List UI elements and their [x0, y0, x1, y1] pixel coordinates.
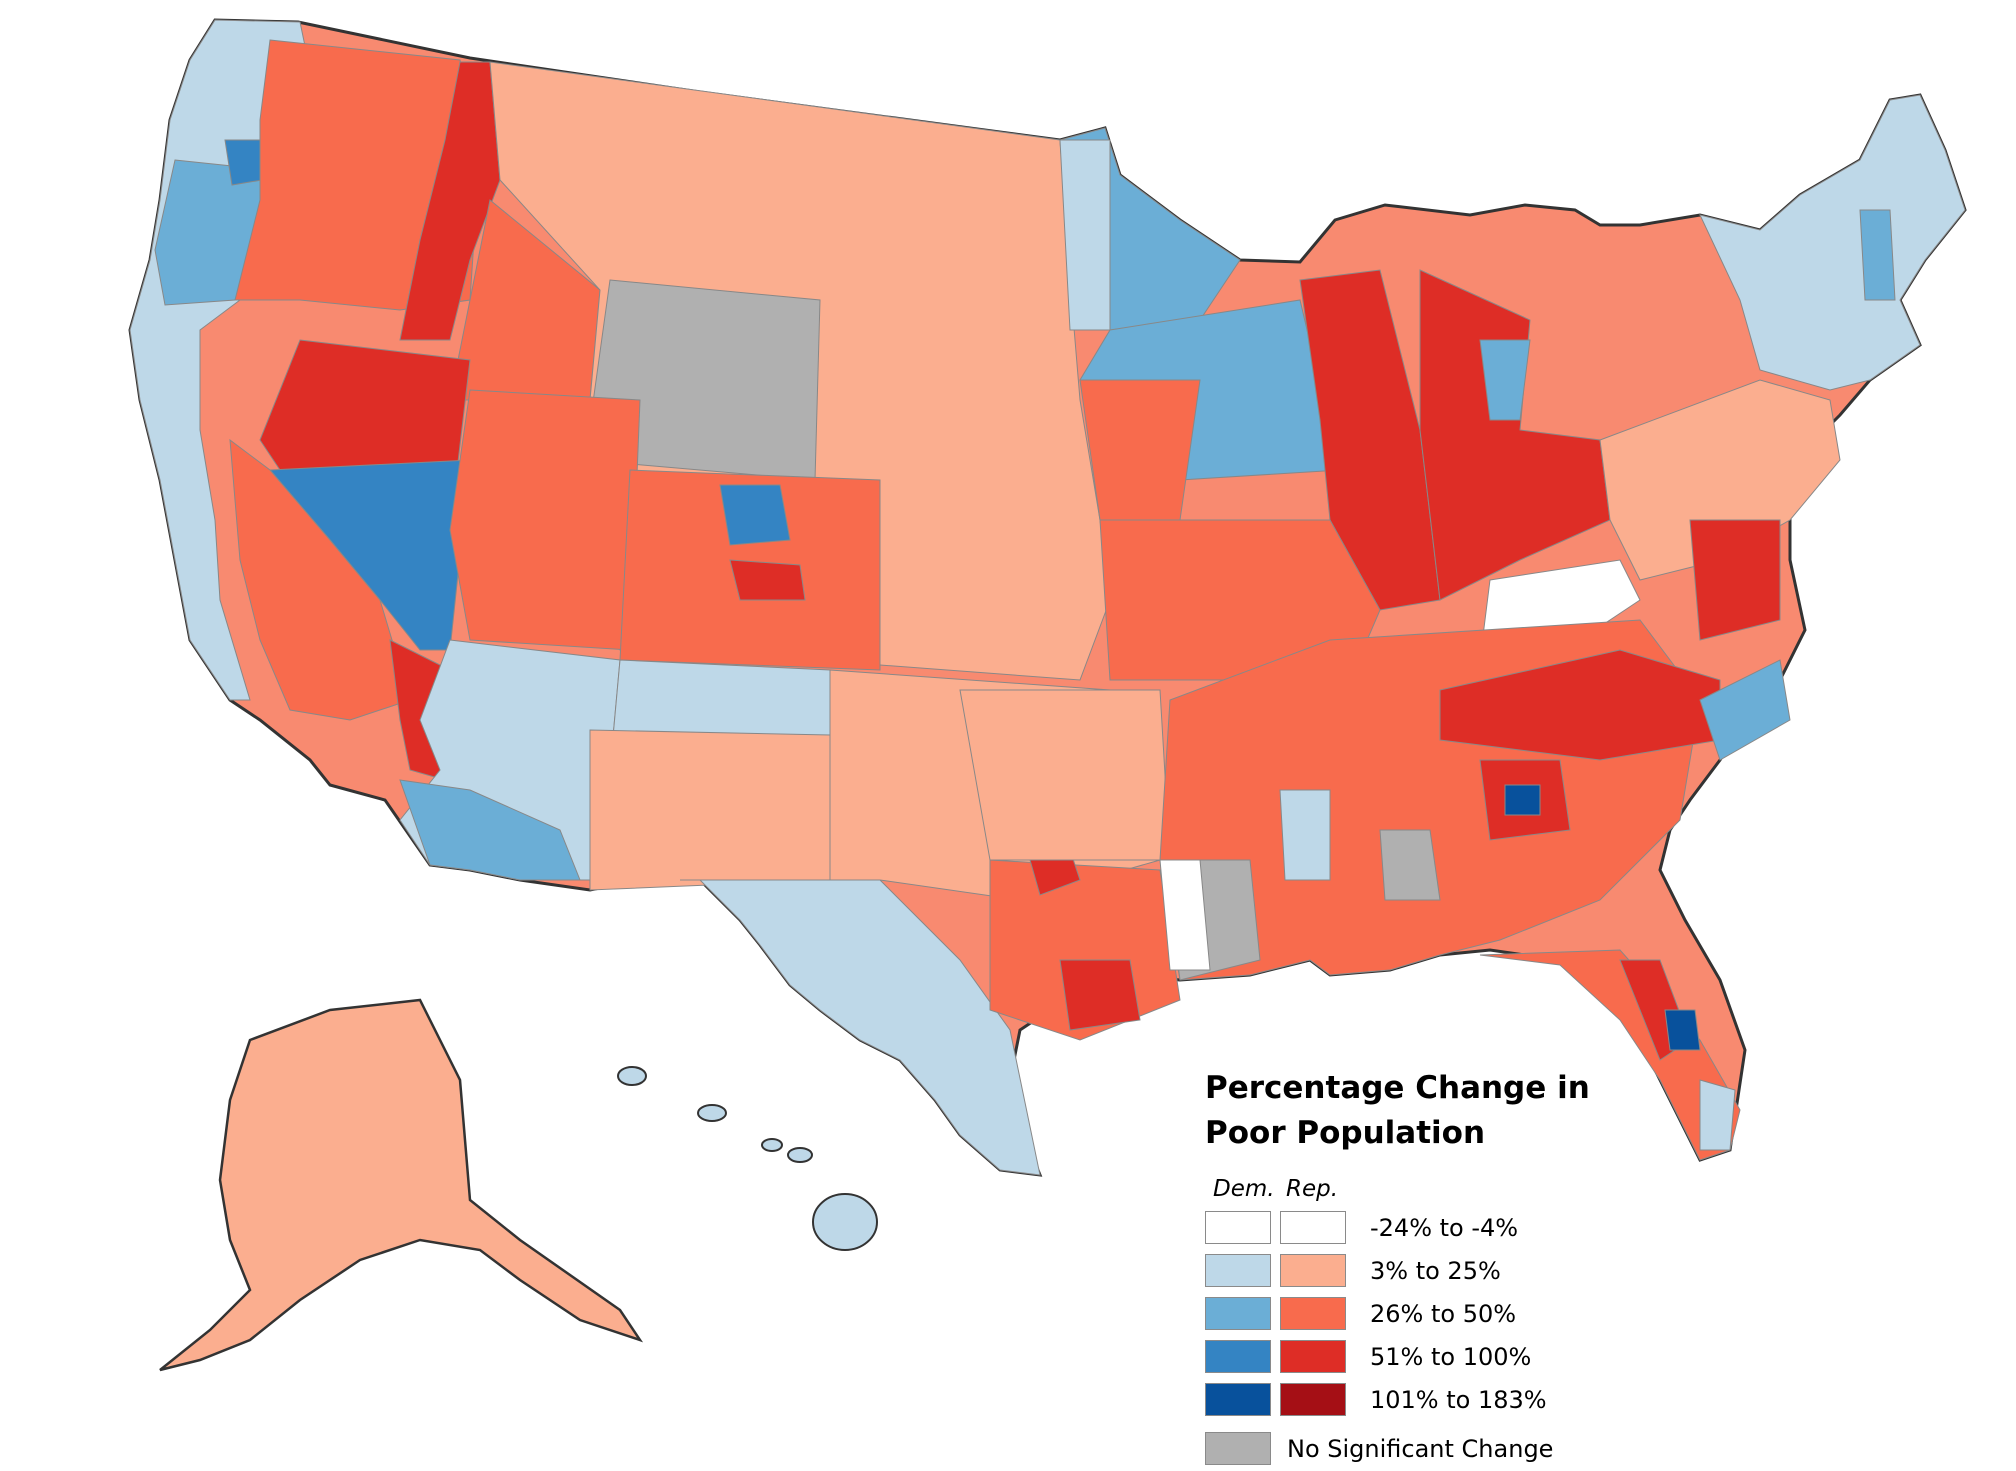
region-california-central [229, 438, 411, 721]
region-northeast [1699, 94, 1966, 391]
region-colorado-red [729, 559, 806, 601]
legend-range-label: 51% to 100% [1370, 1343, 1532, 1371]
region-houston [1059, 959, 1141, 1031]
legend-swatch-rep [1280, 1340, 1346, 1373]
region-hawaii [617, 1066, 878, 1251]
region-iowa [1079, 379, 1201, 521]
legend-row: 101% to 183% [1205, 1383, 1605, 1416]
region-oklahoma [959, 689, 1171, 861]
region-utah [449, 389, 641, 651]
legend-swatch-no-change [1205, 1432, 1271, 1465]
region-mississippi-white [1159, 859, 1211, 971]
legend-rep-header: Rep. [1286, 1176, 1339, 1202]
legend-swatch-dem [1205, 1254, 1271, 1287]
legend-swatch-dem [1205, 1383, 1271, 1416]
region-midwest-red [1299, 269, 1441, 611]
legend-swatch-dem [1205, 1297, 1271, 1330]
legend-row: 26% to 50% [1205, 1297, 1605, 1330]
region-nm-east [589, 729, 831, 891]
region-alaska [159, 998, 644, 1372]
legend-swatch-rep [1280, 1254, 1346, 1287]
legend-swatch-rep [1280, 1297, 1346, 1330]
region-florida-south [1699, 1079, 1736, 1151]
region-mississippi-dem [1279, 789, 1331, 881]
region-atlanta-core [1504, 784, 1541, 816]
legend-row: 51% to 100% [1205, 1340, 1605, 1373]
legend-range-label: 101% to 183% [1370, 1386, 1547, 1414]
legend-dem-header: Dem. [1213, 1176, 1275, 1202]
legend-range-label: 26% to 50% [1370, 1300, 1517, 1328]
region-virginia-red [1689, 519, 1781, 641]
legend: Percentage Change in Poor Population Dem… [1195, 1066, 1615, 1466]
region-new-england-dem [1859, 209, 1896, 301]
region-texas-west [680, 879, 1041, 1176]
legend-range-label: -24% to -4% [1370, 1214, 1519, 1242]
legend-swatch-rep [1280, 1383, 1346, 1416]
legend-title-line2: Poor Population [1205, 1115, 1486, 1151]
legend-title-line1: Percentage Change in [1205, 1070, 1590, 1106]
legend-no-change-label: No Significant Change [1287, 1435, 1554, 1463]
region-michigan-east [1479, 339, 1531, 421]
region-arizona-south [399, 779, 581, 881]
region-orlando [1664, 1009, 1701, 1051]
legend-title: Percentage Change in Poor Population [1205, 1066, 1615, 1156]
legend-row-no-change: No Significant Change [1205, 1432, 1605, 1465]
legend-swatch-rep [1280, 1211, 1346, 1244]
legend-swatch-dem [1205, 1211, 1271, 1244]
legend-row: -24% to -4% [1205, 1211, 1605, 1244]
legend-row: 3% to 25% [1205, 1254, 1605, 1287]
region-carolina-coast [1699, 659, 1791, 761]
legend-range-label: 3% to 25% [1370, 1257, 1501, 1285]
region-denver [719, 484, 791, 546]
region-seattle [224, 139, 263, 186]
region-mid-atlantic [1599, 379, 1841, 581]
region-alabama-grey [1379, 829, 1441, 901]
legend-swatch-dem [1205, 1340, 1271, 1373]
